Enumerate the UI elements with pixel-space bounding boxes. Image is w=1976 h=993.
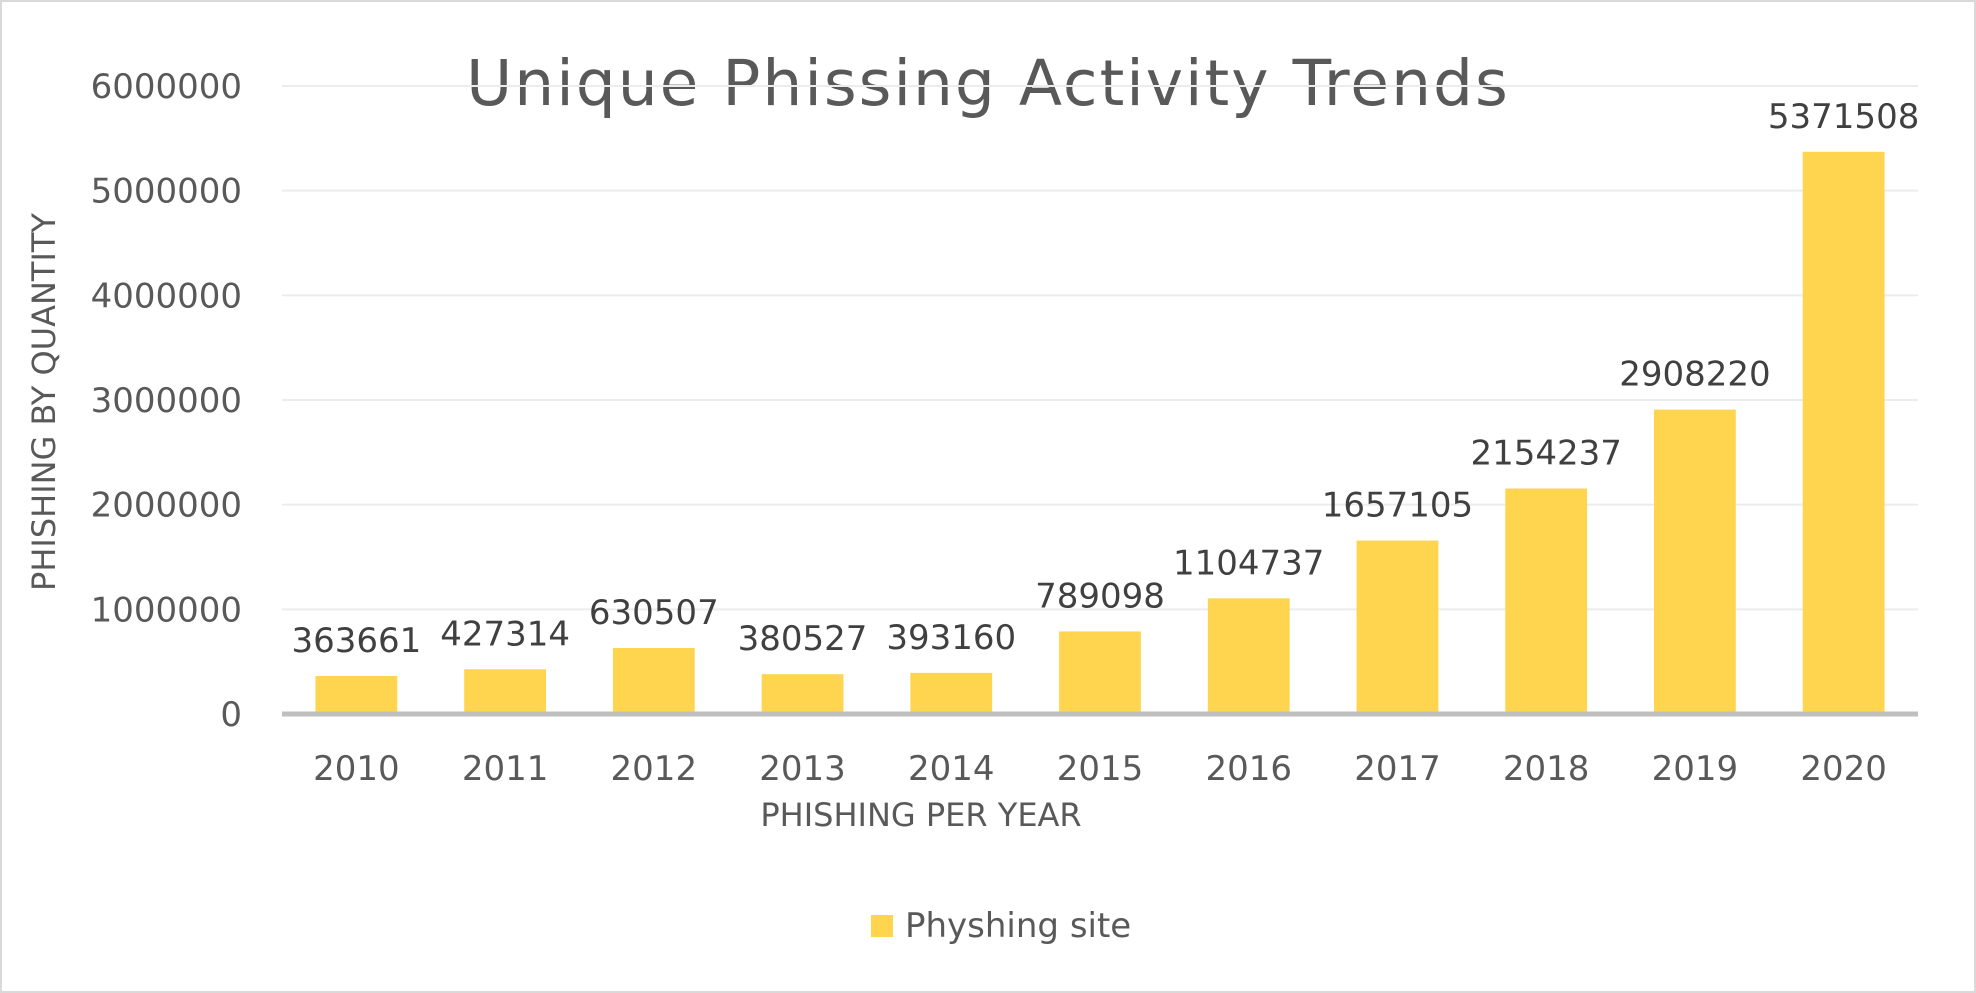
y-tick-label: 1000000 <box>91 590 242 630</box>
chart-title: Unique Phissing Activity Trends <box>466 47 1510 120</box>
bar-2018 <box>1505 488 1588 714</box>
y-tick-label: 0 <box>220 695 242 735</box>
bar-2017 <box>1356 540 1439 714</box>
bar-2013 <box>761 674 844 714</box>
y-tick-label: 3000000 <box>91 381 242 421</box>
legend: Physhing site <box>871 906 1131 946</box>
bar-2020 <box>1802 151 1885 714</box>
x-tick-label-2017: 2017 <box>1354 749 1441 789</box>
data-label-2017: 1657105 <box>1322 486 1473 526</box>
data-label-2012: 630507 <box>589 593 719 633</box>
data-label-2013: 380527 <box>738 619 868 659</box>
x-axis-title: PHISHING PER YEAR <box>760 796 1081 834</box>
x-tick-label-2013: 2013 <box>759 749 846 789</box>
x-tick-label-2018: 2018 <box>1503 749 1590 789</box>
data-labels: 363661 427314 630507 380527 393160 7890981104… <box>291 97 1919 661</box>
y-tick-label: 4000000 <box>91 276 242 316</box>
x-tick-label-2012: 2012 <box>611 749 698 789</box>
bar-2016 <box>1207 598 1290 714</box>
x-tick-label-2015: 2015 <box>1057 749 1144 789</box>
bar-2010 <box>315 675 398 714</box>
bar-2019 <box>1654 409 1736 714</box>
x-tick-label-2019: 2019 <box>1652 749 1739 789</box>
y-axis-ticks: 0 1000000 2000000 3000000 4000000 5000000 6000… <box>91 67 242 735</box>
legend-label: Physhing site <box>905 906 1131 946</box>
x-tick-label-2010: 2010 <box>313 749 400 789</box>
x-tick-label-2011: 2011 <box>462 749 549 789</box>
data-label-2018: 2154237 <box>1470 434 1621 474</box>
bar-2015 <box>1059 631 1141 714</box>
data-label-2015: 789098 <box>1035 576 1165 616</box>
y-tick-label: 5000000 <box>91 172 242 212</box>
data-label-2016: 1104737 <box>1173 543 1324 583</box>
x-tick-label-2016: 2016 <box>1205 749 1292 789</box>
bar-2011 <box>464 669 546 714</box>
gridlines <box>282 85 1918 611</box>
bars <box>315 151 1885 714</box>
bar-2014 <box>910 672 993 714</box>
data-label-2014: 393160 <box>886 618 1016 658</box>
data-label-2010: 363661 <box>291 621 421 661</box>
bar-2012 <box>612 648 695 714</box>
y-tick-label: 2000000 <box>91 486 242 526</box>
y-axis-title: PHISHING BY QUANTITY <box>25 213 63 591</box>
data-label-2011: 427314 <box>440 614 570 654</box>
x-tick-label-2020: 2020 <box>1800 749 1887 789</box>
data-label-2020: 5371508 <box>1768 97 1919 137</box>
x-tick-label-2014: 2014 <box>908 749 995 789</box>
x-axis-ticks: 2010 2011 2012 2013 2014 2015 2016 2017 2018 2019… <box>313 749 1887 789</box>
data-label-2019: 2908220 <box>1619 355 1770 395</box>
legend-swatch <box>871 915 893 937</box>
y-tick-label: 6000000 <box>91 67 242 107</box>
